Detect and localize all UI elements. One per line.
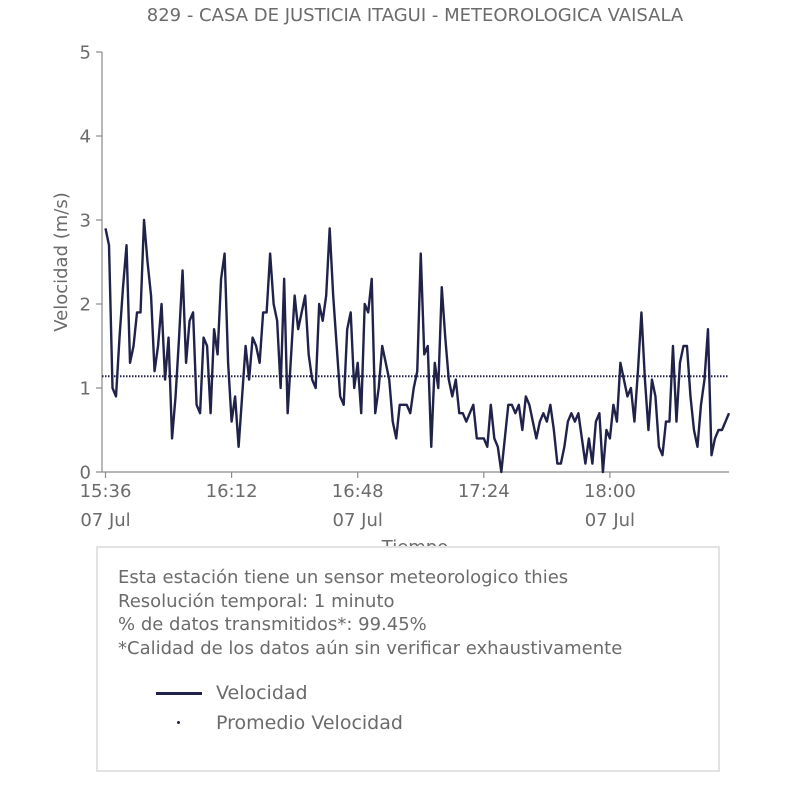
info-line-quality: *Calidad de los datos aún sin verificar … — [118, 637, 623, 659]
x-tick-label-date: 07 Jul — [80, 510, 130, 531]
info-panel: Esta estación tiene un sensor meteorolog… — [96, 546, 720, 772]
info-text: Esta estación tiene un sensor meteorolog… — [118, 566, 622, 660]
series — [102, 218, 731, 474]
y-tick-label: 0 — [80, 463, 91, 484]
y-tick-label: 2 — [80, 295, 91, 316]
x-tick-label-time: 16:48 — [332, 481, 384, 502]
chart-title: 829 - CASA DE JUSTICIA ITAGUI - METEOROL… — [147, 5, 684, 26]
x-tick-label-time: 18:00 — [584, 481, 636, 502]
x-tick-label-time: 15:36 — [80, 481, 132, 502]
info-line-transmitted: % de datos transmitidos*: 99.45% — [118, 614, 427, 635]
y-tick-label: 3 — [80, 211, 91, 232]
axes — [101, 52, 729, 473]
x-tick-label-date: 07 Jul — [585, 510, 635, 531]
legend-item-promedio: Promedio Velocidad — [156, 711, 403, 735]
info-line-resolution: Resolución temporal: 1 minuto — [118, 590, 395, 612]
y-tick-label: 1 — [80, 379, 91, 400]
x-tick-label-time: 17:24 — [458, 481, 510, 502]
y-tick-label: 4 — [80, 127, 91, 148]
legend-item-velocidad: Velocidad — [156, 681, 308, 705]
legend-dot-swatch — [156, 713, 202, 733]
legend-line-swatch — [156, 683, 202, 703]
legend-label-velocidad: Velocidad — [216, 682, 308, 704]
legend-label-promedio: Promedio Velocidad — [216, 712, 403, 734]
info-line-sensor: Esta estación tiene un sensor meteorolog… — [118, 567, 569, 588]
y-axis-label: Velocidad (m/s) — [51, 192, 72, 332]
y-tick-label: 5 — [80, 43, 91, 64]
ticks: 0 1 2 3 4 5 15:36 07 Jul 16:12 16:48 07 Jul 17:24 18… — [80, 43, 636, 532]
chart-svg: 829 - CASA DE JUSTICIA ITAGUI - METEOROL… — [51, 5, 731, 558]
series-line-velocidad — [104, 218, 731, 474]
x-tick-label-date: 07 Jul — [333, 510, 383, 531]
x-tick-label-time: 16:12 — [206, 481, 258, 502]
